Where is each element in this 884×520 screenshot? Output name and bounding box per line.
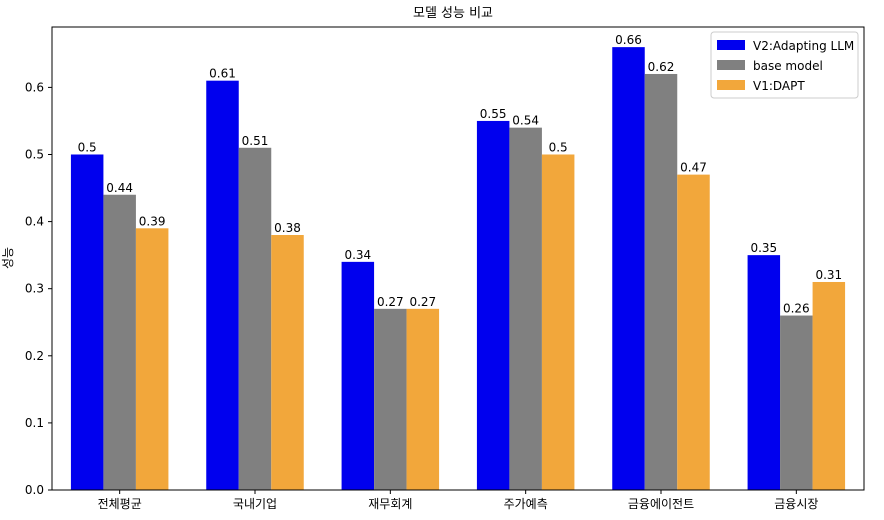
legend-box [710,31,859,99]
y-axis-label: 성능 [1,247,15,269]
data-label: 0.66 [615,33,642,47]
plot-frame [51,26,865,491]
data-label: 0.38 [274,221,301,235]
data-label: 0.34 [344,248,371,262]
chart-title: 모델 성능 비교 [413,6,493,21]
bar [135,228,169,491]
bar [812,281,846,490]
data-label: 0.51 [242,134,269,148]
bar [509,127,542,491]
bar [70,154,104,491]
legend-label: V2:Adapting LLM [753,39,854,53]
bar [271,235,304,490]
x-tick-label: 재무회계 [368,497,412,511]
bar [677,174,710,490]
data-label: 0.39 [139,214,166,228]
x-tick-label: 주가예측 [504,497,548,511]
data-label: 0.44 [106,181,133,195]
bar [612,47,645,490]
y-tick-label: 0.0 [25,483,44,497]
data-label: 0.26 [783,302,810,316]
legend-label: V1:DAPT [753,79,805,93]
data-label: 0.55 [480,107,507,121]
x-tick-label: 금융에이전트 [628,497,694,511]
legend-swatch [717,80,745,90]
bar [341,261,375,490]
bar [541,154,575,491]
bar [747,255,781,490]
bar [103,194,136,490]
y-tick-label: 0.6 [25,80,44,94]
legend: V2:Adapting LLM base model V1:DAPT [710,31,859,99]
y-tick-label: 0.3 [25,282,44,296]
data-label: 0.47 [680,161,707,175]
data-label: 0.62 [648,60,675,74]
legend-label: base model [753,59,823,73]
legend-swatch [717,60,745,70]
bar [644,73,678,490]
legend-swatch [717,40,745,50]
bar [780,315,813,490]
x-tick-label: 국내기업 [233,497,277,511]
bar [406,308,440,490]
bar [476,120,510,490]
data-label: 0.31 [815,268,842,282]
data-label: 0.27 [377,295,404,309]
y-tick-label: 0.5 [25,147,44,161]
y-tick-label: 0.4 [25,215,44,229]
data-label: 0.27 [409,295,436,309]
x-tick-label: 금융시장 [774,497,818,511]
plot-area: 0.5 0.61 0.34 0.55 0.66 0.35 0.44 0.51 0.27 0.54 0… [25,26,865,511]
x-tick-label: 전체평균 [98,497,142,511]
y-tick-label: 0.2 [25,349,44,363]
y-tick-label: 0.1 [25,416,44,430]
bar [206,80,239,491]
data-label: 0.5 [78,140,97,154]
bar [238,147,272,490]
data-label: 0.5 [549,140,568,154]
data-label: 0.54 [512,114,539,128]
bar [374,308,407,490]
data-label: 0.35 [750,241,777,255]
data-label: 0.61 [209,67,236,81]
